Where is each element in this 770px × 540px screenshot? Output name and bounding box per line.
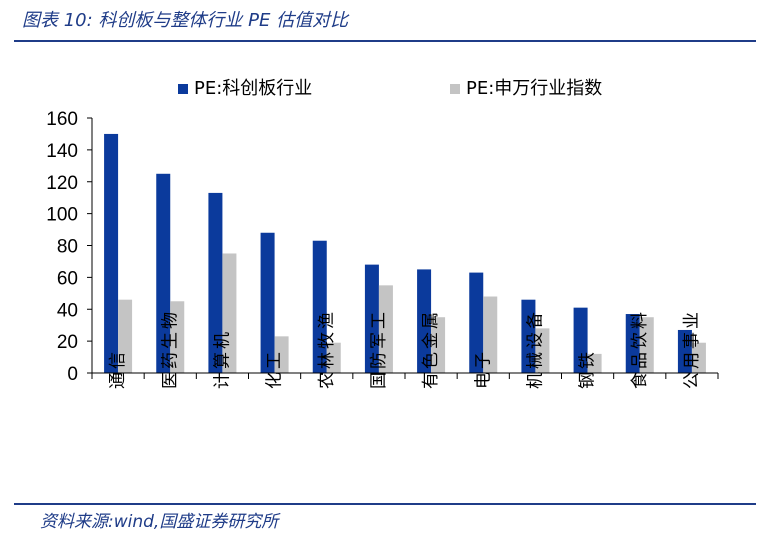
- y-tick-label: 120: [46, 173, 78, 194]
- y-tick-label: 100: [46, 205, 78, 226]
- legend-swatch: [450, 84, 460, 94]
- y-tick-label: 40: [57, 300, 78, 321]
- bar-star-market: [104, 133, 119, 373]
- bar-sw-index: [483, 296, 498, 373]
- bar-sw-index: [326, 342, 341, 373]
- bar-sw-index: [587, 353, 602, 373]
- source-note: 资料来源:wind,国盛证券研究所: [40, 512, 279, 532]
- bar-sw-index: [274, 336, 289, 373]
- bar-star-market: [417, 269, 432, 373]
- bar-sw-index: [378, 285, 393, 373]
- category-label: 化工: [265, 349, 285, 389]
- bar-sw-index: [691, 342, 706, 373]
- category-label: 计算机: [212, 329, 232, 389]
- category-label: 机械设备: [525, 309, 545, 389]
- bar-sw-index: [222, 253, 237, 373]
- bar-sw-index: [535, 328, 550, 373]
- bar-sw-index: [639, 317, 654, 373]
- top-rule: [14, 40, 756, 42]
- y-tick-label: 80: [57, 237, 78, 258]
- bar-star-market: [573, 307, 588, 373]
- legend-label: PE:申万行业指数: [466, 78, 602, 99]
- bar-sw-index: [118, 299, 133, 373]
- chart-legend: PE:科创板行业 PE:申万行业指数: [178, 78, 602, 99]
- category-label: 医药生物: [160, 309, 180, 389]
- bar-sw-index: [431, 317, 446, 373]
- category-label: 电子: [473, 349, 493, 389]
- category-label: 钢铁: [578, 349, 598, 389]
- bar-star-market: [208, 192, 223, 373]
- category-label: 有色金属: [421, 309, 441, 389]
- bar-star-market: [364, 264, 379, 373]
- bar-star-market: [625, 314, 640, 373]
- category-label: 公用事业: [682, 309, 702, 389]
- category-label: 通信: [108, 349, 128, 389]
- bottom-rule: [14, 503, 756, 505]
- y-tick-label: 60: [57, 268, 78, 289]
- bar-star-market: [521, 299, 536, 373]
- category-label: 国防军工: [369, 309, 389, 389]
- legend-label: PE:科创板行业: [194, 78, 312, 99]
- x-axis: 通信 医药生物 计算机 化工 农林牧渔 国防军工 有色金属电子 机械设备钢铁 食品饮料 公用事业: [91, 309, 719, 389]
- y-tick-label: 140: [46, 141, 78, 162]
- bars: [104, 133, 706, 373]
- y-tick-label: 20: [57, 332, 78, 353]
- y-tick-label: 0: [67, 364, 78, 385]
- bar-star-market: [469, 272, 484, 373]
- figure-title: 图表 10: 科创板与整体行业 PE 估值对比: [22, 10, 349, 31]
- legend-swatch: [178, 84, 188, 94]
- bar-star-market: [312, 240, 327, 373]
- bar-sw-index: [170, 301, 185, 373]
- y-axis: 0 20 40 60 80 100 120 140 160: [46, 109, 93, 385]
- bar-star-market: [260, 232, 275, 373]
- category-label: 农林牧渔: [317, 309, 337, 389]
- bar-star-market: [156, 173, 171, 373]
- bar-star-market: [677, 329, 692, 373]
- y-tick-label: 160: [46, 109, 78, 130]
- category-label: 食品饮料: [630, 309, 650, 389]
